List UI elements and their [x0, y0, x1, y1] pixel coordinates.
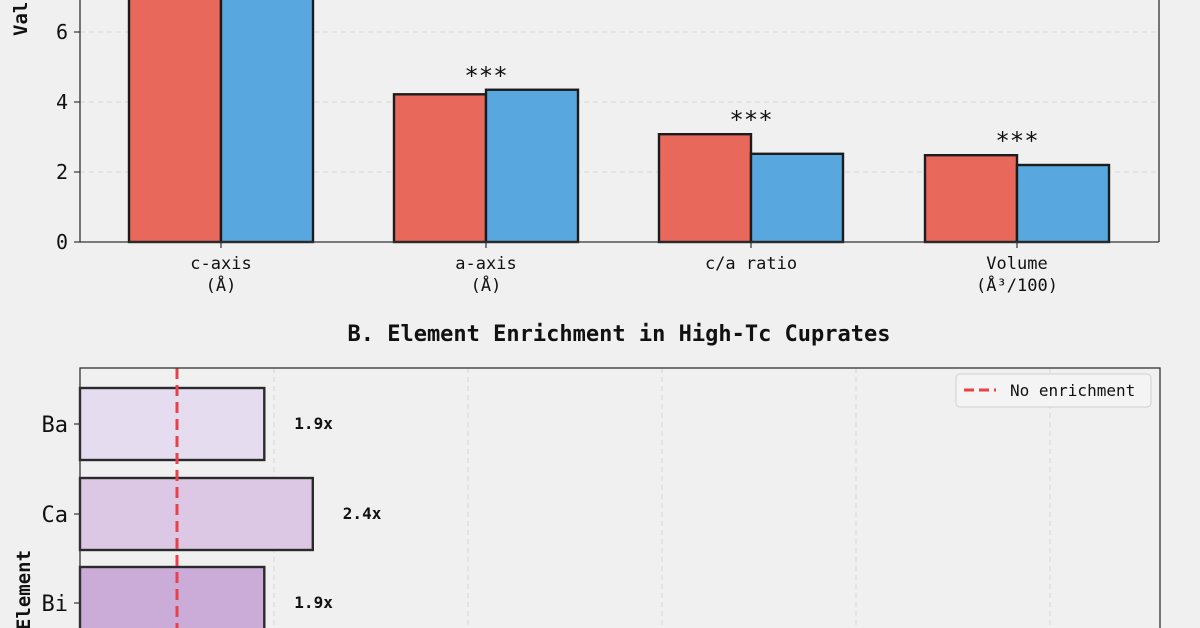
panel-b-title: B. Element Enrichment in High-Tc Cuprate…: [347, 322, 890, 347]
value-label: 1.9x: [294, 593, 333, 612]
panel-a-y-tick-labels: 0 2 4 6: [56, 20, 80, 254]
legend-box: [955, 373, 1152, 408]
value-label: 2.4x: [343, 504, 382, 523]
bar: [78, 386, 266, 462]
y-tick-label: 6: [56, 20, 68, 44]
significance-label: ***: [995, 127, 1038, 155]
panel-b-bars: [78, 386, 315, 628]
panel-a-x-tick-labels: c-axis (Å) a-axis (Å) c/a ratio Volume (Å³/100…: [190, 242, 1058, 296]
y-tick-label: 4: [56, 90, 68, 114]
significance-label: ***: [464, 62, 507, 90]
x-tick-label: c/a ratio: [705, 254, 797, 274]
panel-b-axes: [79, 367, 1161, 628]
significance-label: ***: [729, 106, 772, 134]
panel-a-ylabel: Val: [10, 2, 32, 36]
y-tick-label: Bi: [42, 592, 69, 617]
bar: [749, 152, 845, 244]
bar: [127, 0, 223, 244]
y-tick-label: Ba: [42, 413, 69, 438]
value-label: 1.9x: [294, 414, 333, 433]
bar: [78, 565, 266, 628]
panel-a-annotations: *** *** ***: [464, 62, 1038, 155]
panel-b-y-tick-labels: Ba Ca Bi: [42, 413, 80, 617]
panel-b-legend: No enrichment: [955, 373, 1152, 408]
panel-b-value-labels: 1.9x 2.4x 1.9x: [294, 414, 381, 612]
bar: [923, 153, 1019, 244]
panel-a-chart: Val *** *** *** c-axis (Å) a-axis (Å) c/a rati…: [10, 0, 1160, 296]
bar: [392, 93, 488, 244]
bar: [219, 0, 315, 244]
y-tick-label: Ca: [42, 503, 69, 528]
legend-label: No enrichment: [1010, 381, 1135, 400]
panel-b-ylabel: Element: [13, 550, 35, 628]
bar: [657, 132, 753, 244]
panel-b-gridlines: [273, 368, 1051, 628]
y-tick-label: 2: [56, 160, 68, 184]
panel-a-axes: [79, 0, 1160, 243]
x-tick-label: Volume (Å³/100): [976, 254, 1058, 296]
y-tick-label: 0: [56, 230, 68, 254]
panel-b-chart: B. Element Enrichment in High-Tc Cuprate…: [13, 322, 1161, 628]
bar: [1015, 163, 1111, 244]
x-tick-label: a-axis (Å): [455, 254, 516, 296]
bar: [484, 88, 580, 244]
x-tick-label: c-axis (Å): [190, 254, 251, 296]
panel-a-bars: [127, 0, 1111, 244]
plot-frame: [79, 367, 1161, 628]
bar: [78, 476, 315, 552]
